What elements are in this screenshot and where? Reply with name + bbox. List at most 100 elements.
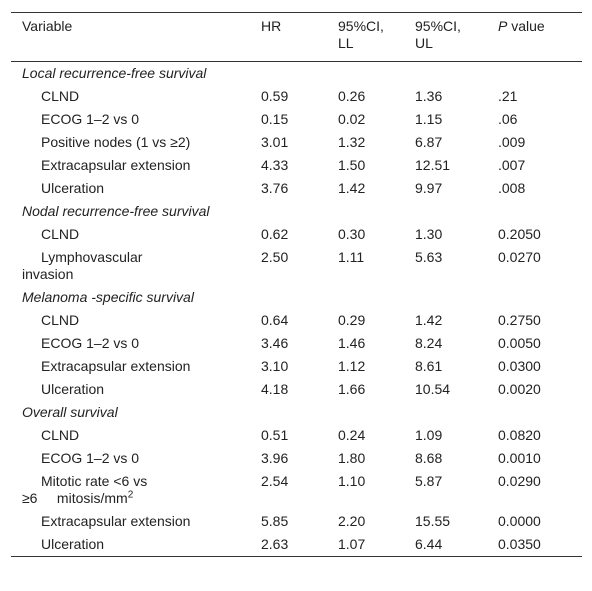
value-cell: 1.50	[338, 157, 366, 173]
variable-cell: Mitotic rate <6 vs ≥6 mitosis/mm2	[11, 473, 261, 507]
value-cell: 1.11	[338, 249, 365, 265]
header-cell: 95%CI, LL	[338, 18, 384, 51]
variable-cell: Positive nodes (1 vs ≥2)	[11, 134, 261, 151]
value-cell: 1.42	[338, 180, 366, 196]
section-row: Local recurrence-free survival	[11, 62, 582, 85]
header-cell: 95%CI, UL	[415, 18, 461, 51]
value-cell: .007	[498, 157, 526, 173]
variable-label: Positive nodes (1 vs ≥2)	[41, 134, 191, 150]
variable-cell: ECOG 1–2 vs 0	[11, 111, 261, 128]
data-row: CLND 0.59 0.26 1.36 .21	[11, 85, 582, 108]
value-cell: 8.24	[415, 335, 443, 351]
value-cell: 0.29	[338, 312, 366, 328]
variable-label: CLND	[41, 226, 80, 242]
value-cell: 1.46	[338, 335, 366, 351]
value-cell: 6.87	[415, 134, 443, 150]
data-row: Ulceration 2.63 1.07 6.44 0.0350	[11, 533, 582, 556]
value-cell: 3.76	[261, 180, 289, 196]
data-row: Ulceration 3.76 1.42 9.97 .008	[11, 177, 582, 200]
value-cell: 3.96	[261, 450, 289, 466]
data-row: CLND 0.51 0.24 1.09 0.0820	[11, 424, 582, 447]
table: Variable HR 95%CI, LL 95%CI, UL P value Local…	[11, 12, 582, 557]
variable-cell: ECOG 1–2 vs 0	[11, 450, 261, 467]
value-cell: 2.20	[338, 513, 366, 529]
variable-cell: Extracapsular extension	[11, 358, 261, 375]
variable-label: CLND	[41, 427, 80, 443]
value-cell: 1.80	[338, 450, 366, 466]
variable-cell: ECOG 1–2 vs 0	[11, 335, 261, 352]
value-cell: 0.15	[261, 111, 289, 127]
header-row: Variable HR 95%CI, LL 95%CI, UL P value	[11, 13, 582, 62]
value-cell: 9.97	[415, 180, 443, 196]
value-cell: 0.24	[338, 427, 366, 443]
value-cell: 5.63	[415, 249, 443, 265]
value-cell: 0.30	[338, 226, 366, 242]
section-title: Nodal recurrence-free survival	[22, 203, 210, 219]
variable-cell: CLND	[11, 226, 261, 243]
header-cell: Variable	[22, 18, 73, 34]
value-cell: 2.63	[261, 536, 289, 552]
superscript: 2	[127, 489, 134, 501]
value-cell: 10.54	[415, 381, 451, 397]
variable-label: CLND	[41, 88, 80, 104]
variable-label: ECOG 1–2 vs 0	[41, 335, 140, 351]
value-cell: 0.0050	[498, 335, 541, 351]
value-cell: 1.12	[338, 358, 366, 374]
section-title: Local recurrence-free survival	[22, 65, 207, 81]
header-cell: P value	[498, 18, 545, 34]
value-cell: 12.51	[415, 157, 451, 173]
value-cell: 0.02	[338, 111, 366, 127]
variable-label: invasion	[22, 266, 74, 282]
value-cell: 0.2050	[498, 226, 541, 242]
value-cell: 0.0010	[498, 450, 541, 466]
variable-cell: CLND	[11, 88, 261, 105]
value-cell: 3.01	[261, 134, 289, 150]
value-cell: 1.36	[415, 88, 443, 104]
variable-label: Ulceration	[41, 180, 105, 196]
variable-label: Ulceration	[41, 536, 105, 552]
value-cell: .008	[498, 180, 526, 196]
value-cell: 2.50	[261, 249, 289, 265]
value-cell: 0.0290	[498, 473, 541, 489]
header-cell: HR	[261, 18, 282, 34]
variable-cell: Lymphovascular invasion	[11, 249, 261, 283]
value-cell: 1.09	[415, 427, 443, 443]
value-cell: 0.62	[261, 226, 289, 242]
value-cell: .21	[498, 88, 518, 104]
data-row: ECOG 1–2 vs 0 3.46 1.46 8.24 0.0050	[11, 332, 582, 355]
value-cell: 4.18	[261, 381, 289, 397]
value-cell: 6.44	[415, 536, 443, 552]
value-cell: 1.10	[338, 473, 366, 489]
section-title: Overall survival	[22, 404, 118, 420]
variable-cell: Ulceration	[11, 180, 261, 197]
value-cell: 0.51	[261, 427, 289, 443]
data-row: Extracapsular extension 3.10 1.12 8.61 0.030…	[11, 355, 582, 378]
value-cell: 0.0820	[498, 427, 541, 443]
variable-label: Extracapsular extension	[41, 513, 191, 529]
value-cell: 1.15	[415, 111, 443, 127]
data-row: Ulceration 4.18 1.66 10.54 0.0020	[11, 378, 582, 401]
value-cell: 0.0000	[498, 513, 541, 529]
variable-label: ≥6 mitosis/mm2	[22, 489, 134, 506]
value-cell: .009	[498, 134, 526, 150]
variable-label: Extracapsular extension	[41, 358, 191, 374]
data-row: Extracapsular extension 4.33 1.50 12.51 .007	[11, 154, 582, 177]
variable-label: ECOG 1–2 vs 0	[41, 111, 140, 127]
value-cell: 1.30	[415, 226, 443, 242]
variable-label: Ulceration	[41, 381, 105, 397]
value-cell: 3.46	[261, 335, 289, 351]
data-row: Mitotic rate <6 vs ≥6 mitosis/mm2 2.54 1.10…	[11, 470, 582, 510]
section-row: Overall survival	[11, 401, 582, 424]
variable-cell: Ulceration	[11, 381, 261, 398]
value-cell: 0.0020	[498, 381, 541, 397]
data-row: CLND 0.62 0.30 1.30 0.2050	[11, 223, 582, 246]
variable-cell: Extracapsular extension	[11, 157, 261, 174]
value-cell: 0.0350	[498, 536, 541, 552]
value-cell: 0.2750	[498, 312, 541, 328]
value-cell: 1.66	[338, 381, 366, 397]
section-row: Nodal recurrence-free survival	[11, 200, 582, 223]
data-row: Positive nodes (1 vs ≥2) 3.01 1.32 6.87 .009	[11, 131, 582, 154]
variable-label: Lymphovascular	[41, 249, 143, 265]
variable-label: Mitotic rate <6 vs	[41, 473, 148, 489]
